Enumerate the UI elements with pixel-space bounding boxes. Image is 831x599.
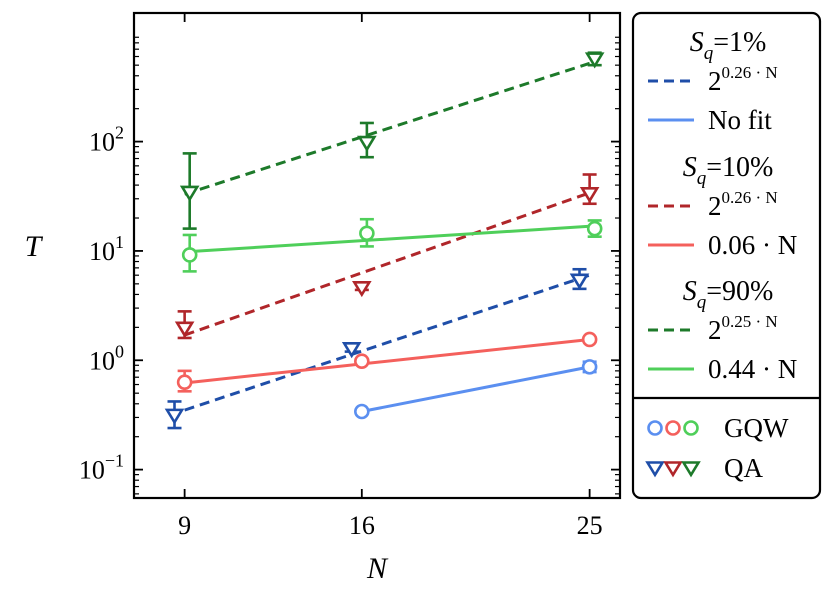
fit-line-3 <box>184 337 590 385</box>
x-tick-label-1: 16 <box>349 511 375 540</box>
legend-label-2-1: 0.44 · N <box>708 354 797 384</box>
legend-marker-1-0 <box>645 461 665 478</box>
y-tick-label-3: 102 <box>89 123 124 157</box>
y-axis-label: T <box>25 230 44 263</box>
legend-label-0-1: No fit <box>708 105 772 135</box>
marker-s4-p1 <box>357 135 377 152</box>
marker-s3-p0 <box>176 374 193 391</box>
x-tick-label-2: 25 <box>577 511 603 540</box>
marker-s5-p2 <box>586 220 603 237</box>
plot-area-frame <box>132 11 622 500</box>
y-tick-label-2: 101 <box>89 232 124 266</box>
marker-s0-p0 <box>164 408 185 425</box>
legend-label-1-0: 20.26 · N <box>708 188 778 221</box>
marker-s4-p2 <box>584 52 605 69</box>
legend-label-1-1: 0.06 · N <box>708 230 797 260</box>
fit-line-5 <box>184 224 590 254</box>
marker-s0-p1 <box>341 342 362 359</box>
marker-s0-p2 <box>569 273 590 290</box>
legend-marker-0-2 <box>683 420 699 436</box>
y-tick-label-1: 100 <box>89 341 124 375</box>
marker-s2-p0 <box>174 321 195 338</box>
marker-s3-p1 <box>354 353 370 370</box>
legend-marker-label-0: GQW <box>724 413 789 443</box>
legend-title-2: Sq=90% <box>683 276 774 313</box>
y-tick-label-0: 10−1 <box>79 451 124 485</box>
legend-title-1: Sq=10% <box>683 152 774 189</box>
fit-line-1 <box>361 365 590 413</box>
legend-box <box>631 11 822 500</box>
legend-title-0: Sq=1% <box>690 27 767 64</box>
x-axis-label: N <box>366 552 389 585</box>
fit-line-0 <box>184 273 591 412</box>
marker-s3-p2 <box>581 331 598 348</box>
marker-s2-p2 <box>579 187 600 204</box>
fit-lines <box>184 61 591 413</box>
marker-s5-p0 <box>181 247 198 263</box>
legend-marker-0-0 <box>647 420 663 436</box>
legend-marker-1-1 <box>663 461 683 478</box>
fit-line-4 <box>184 61 591 196</box>
marker-s2-p1 <box>352 280 372 298</box>
legend-label-2-0: 20.25 · N <box>708 312 778 345</box>
legend-marker-1-2 <box>681 461 701 478</box>
marker-s1-p1 <box>581 359 598 375</box>
legend-marker-label-1: QA <box>724 453 763 483</box>
x-tick-label-0: 9 <box>178 511 191 540</box>
fit-line-2 <box>184 191 591 337</box>
legend-marker-0-1 <box>665 420 681 436</box>
legend-label-0-0: 20.26 · N <box>708 63 778 96</box>
marker-s1-p0 <box>354 403 370 420</box>
axis-ticks: 9 16 25 10−1 100 101 102 <box>79 13 620 540</box>
data-markers <box>164 52 605 425</box>
marker-s4-p0 <box>179 185 200 202</box>
marker-s5-p1 <box>359 225 375 242</box>
